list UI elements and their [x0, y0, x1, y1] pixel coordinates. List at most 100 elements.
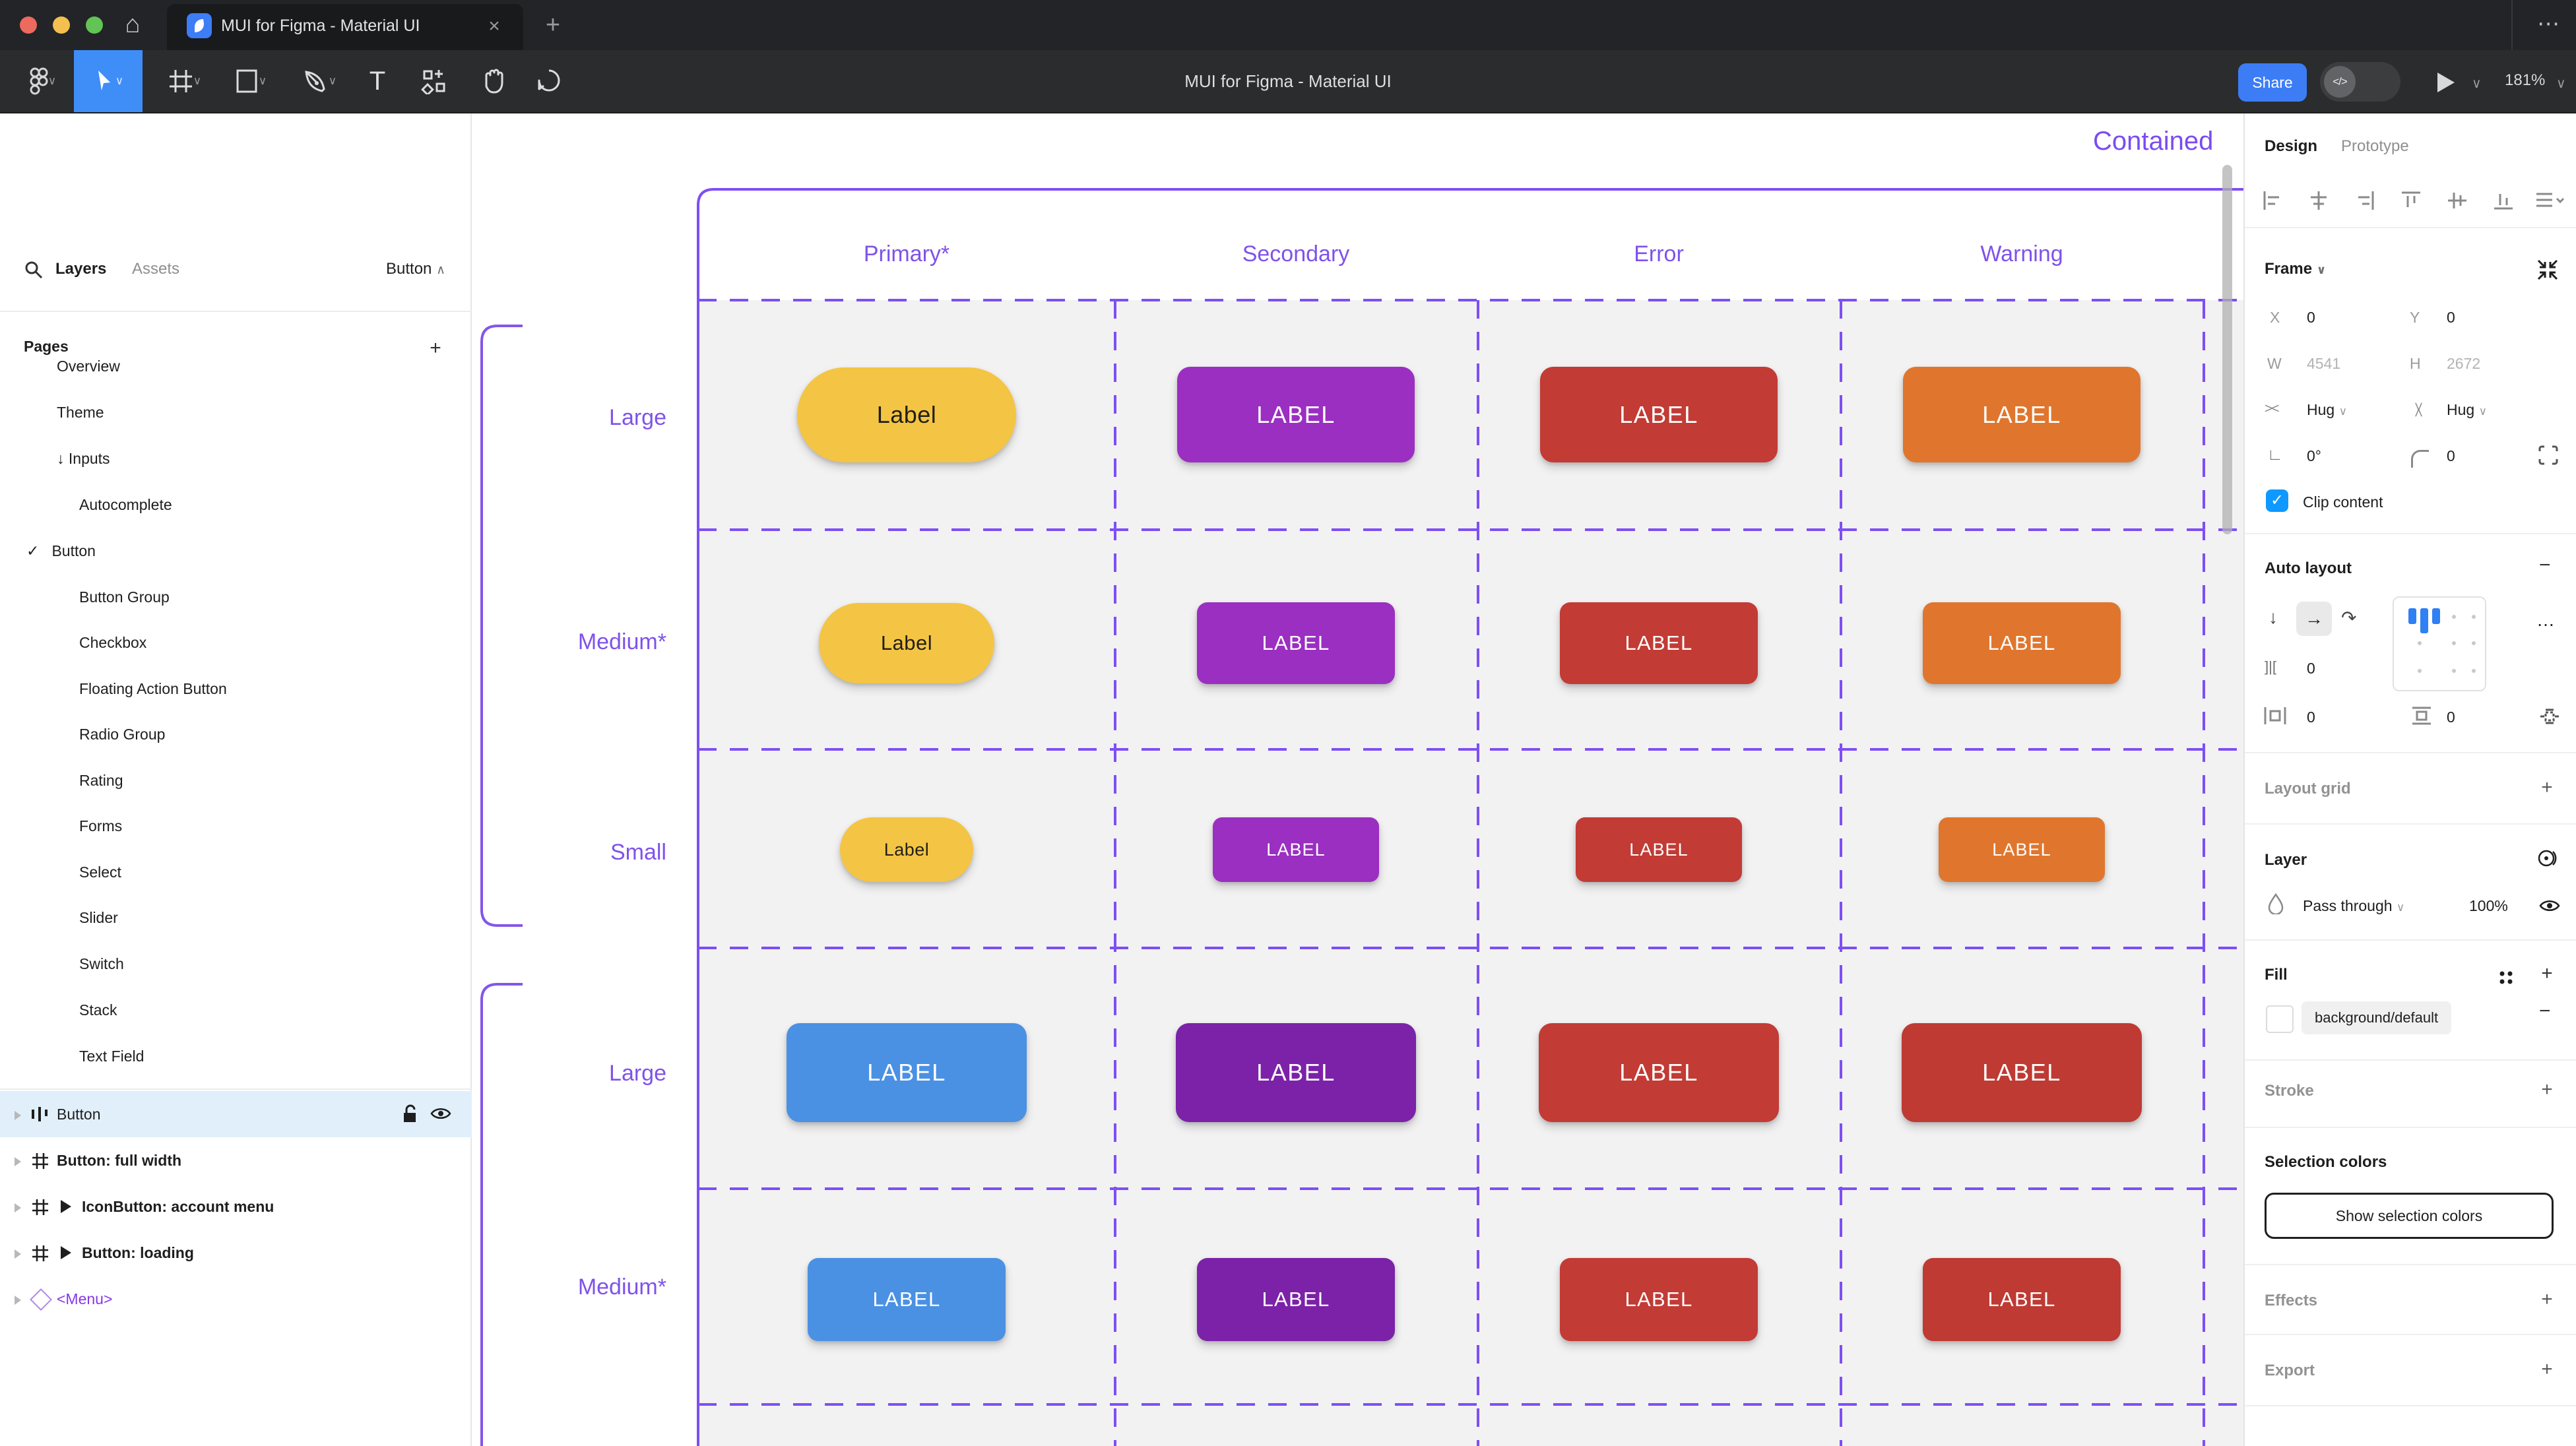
- clip-content-label[interactable]: Clip content: [2303, 493, 2383, 511]
- direction-right-icon[interactable]: →: [2296, 602, 2332, 636]
- fill-styles-icon[interactable]: [2497, 968, 2515, 987]
- page-item-stack[interactable]: Stack: [79, 1001, 117, 1019]
- w-value[interactable]: 4541: [2307, 355, 2341, 372]
- traffic-close-button[interactable]: [20, 16, 37, 34]
- button-sample-large2-secondary[interactable]: LABEL: [1176, 1023, 1416, 1122]
- frame-tool-button[interactable]: ∨: [158, 50, 211, 112]
- clip-content-checkbox[interactable]: ✓: [2266, 489, 2288, 512]
- new-tab-button[interactable]: +: [545, 11, 561, 39]
- button-sample-large-warning[interactable]: LABEL: [1903, 367, 2141, 462]
- gap-value[interactable]: 0: [2307, 660, 2315, 677]
- zoom-level[interactable]: 181%: [2505, 71, 2546, 89]
- present-play-icon[interactable]: [2437, 73, 2455, 92]
- home-icon[interactable]: ⌂: [125, 11, 141, 38]
- page-item-overview[interactable]: Overview: [57, 358, 120, 375]
- page-item-radio-group[interactable]: Radio Group: [79, 726, 166, 743]
- remove-auto-layout-button[interactable]: −: [2539, 554, 2551, 576]
- corner-radius-value[interactable]: 0: [2447, 447, 2455, 464]
- layer-row-menu-instance[interactable]: <Menu>: [0, 1276, 472, 1322]
- page-item-checkbox[interactable]: Checkbox: [79, 634, 147, 651]
- button-sample-small-primary[interactable]: Label: [840, 817, 973, 882]
- canvas-scrollbar[interactable]: [2222, 165, 2232, 534]
- layer-row-button-loading[interactable]: Button: loading: [0, 1230, 472, 1276]
- button-sample-small-error[interactable]: LABEL: [1576, 817, 1742, 882]
- show-selection-colors-button[interactable]: Show selection colors: [2265, 1193, 2554, 1239]
- direction-down-icon[interactable]: ↓: [2269, 607, 2278, 627]
- blend-mode-icon[interactable]: [2536, 847, 2559, 869]
- button-sample-medium-secondary[interactable]: LABEL: [1197, 602, 1395, 684]
- button-sample-medium-error[interactable]: LABEL: [1560, 602, 1758, 684]
- zoom-chevron-icon[interactable]: ∨: [2556, 77, 2566, 91]
- add-export-button[interactable]: +: [2541, 1358, 2553, 1380]
- expand-caret-icon[interactable]: [15, 1111, 21, 1120]
- button-sample-small-warning[interactable]: LABEL: [1939, 817, 2105, 882]
- align-left-icon[interactable]: [2262, 190, 2283, 211]
- independent-corners-icon[interactable]: [2538, 445, 2559, 466]
- add-fill-button[interactable]: +: [2541, 962, 2553, 984]
- traffic-zoom-button[interactable]: [86, 16, 103, 34]
- page-item-fab[interactable]: Floating Action Button: [79, 680, 227, 697]
- horizontal-padding-value[interactable]: 0: [2307, 708, 2315, 726]
- file-title[interactable]: MUI for Figma - Material UI: [1184, 71, 1392, 91]
- independent-padding-icon[interactable]: [2539, 706, 2560, 727]
- auto-layout-more-icon[interactable]: …: [2536, 610, 2556, 630]
- expand-caret-icon[interactable]: [15, 1157, 21, 1166]
- traffic-minimize-button[interactable]: [53, 16, 70, 34]
- button-sample-large-error[interactable]: LABEL: [1540, 367, 1778, 462]
- frame-title[interactable]: Contained: [2093, 127, 2214, 156]
- align-bottom-icon[interactable]: [2493, 190, 2514, 211]
- remove-fill-button[interactable]: −: [2539, 1000, 2551, 1022]
- eye-icon[interactable]: [2539, 897, 2560, 914]
- button-sample-large2-primary[interactable]: LABEL: [787, 1023, 1027, 1122]
- button-sample-medium2-error[interactable]: LABEL: [1560, 1258, 1758, 1341]
- hand-tool-button[interactable]: [470, 50, 517, 112]
- move-tool-button[interactable]: ∨: [74, 50, 143, 112]
- align-top-icon[interactable]: [2400, 190, 2422, 211]
- tab-assets[interactable]: Assets: [132, 260, 180, 278]
- button-sample-large-primary[interactable]: Label: [797, 367, 1016, 462]
- opacity-value[interactable]: 100%: [2469, 897, 2508, 914]
- button-sample-medium-primary[interactable]: Label: [819, 603, 994, 683]
- tab-layers[interactable]: Layers: [55, 260, 107, 278]
- search-icon[interactable]: [24, 260, 44, 280]
- rotation-value[interactable]: 0°: [2307, 447, 2321, 464]
- canvas[interactable]: Contained Primary* Secondary Error Warni…: [472, 113, 2243, 1446]
- button-sample-small-secondary[interactable]: LABEL: [1213, 817, 1379, 882]
- x-value[interactable]: 0: [2307, 309, 2315, 326]
- add-effect-button[interactable]: +: [2541, 1288, 2553, 1310]
- button-sample-large2-warning[interactable]: LABEL: [1902, 1023, 2142, 1122]
- button-sample-medium2-primary[interactable]: LABEL: [808, 1258, 1006, 1341]
- page-item-switch[interactable]: Switch: [79, 955, 124, 972]
- expand-caret-icon[interactable]: [15, 1296, 21, 1305]
- add-stroke-button[interactable]: +: [2541, 1079, 2553, 1100]
- button-sample-large-secondary[interactable]: LABEL: [1177, 367, 1415, 462]
- present-chevron-icon[interactable]: ∨: [2472, 77, 2482, 91]
- page-item-slider[interactable]: Slider: [79, 909, 118, 926]
- share-button[interactable]: Share: [2238, 63, 2307, 102]
- horizontal-sizing[interactable]: Hug ∨: [2307, 401, 2348, 418]
- align-horizontal-center-icon[interactable]: [2308, 190, 2329, 211]
- frame-section-title[interactable]: Frame ∨: [2265, 260, 2327, 278]
- tab-overflow-icon[interactable]: ⋯: [2537, 11, 2561, 36]
- tab-design[interactable]: Design: [2265, 137, 2318, 155]
- tab-prototype[interactable]: Prototype: [2341, 137, 2409, 155]
- expand-caret-icon[interactable]: [15, 1249, 21, 1259]
- collapse-icon[interactable]: [2536, 259, 2559, 281]
- fill-color-swatch[interactable]: [2266, 1005, 2294, 1033]
- main-menu-button[interactable]: ∨: [12, 50, 73, 112]
- page-item-inputs[interactable]: ↓ Inputs: [57, 435, 110, 482]
- layer-row-button[interactable]: Button: [0, 1091, 472, 1137]
- distribute-icon[interactable]: [2535, 190, 2564, 211]
- page-dropdown[interactable]: Button ∧: [386, 260, 445, 278]
- add-page-button[interactable]: +: [430, 337, 441, 359]
- add-layout-grid-button[interactable]: +: [2541, 776, 2553, 798]
- page-item-text-field[interactable]: Text Field: [79, 1048, 145, 1065]
- alignment-matrix[interactable]: [2393, 596, 2486, 691]
- align-vertical-center-icon[interactable]: [2447, 190, 2468, 211]
- unlock-icon[interactable]: [401, 1104, 420, 1124]
- button-sample-medium-warning[interactable]: LABEL: [1923, 602, 2121, 684]
- wrap-icon[interactable]: ↷: [2341, 608, 2357, 628]
- tab-close-icon[interactable]: ×: [488, 15, 500, 37]
- vertical-padding-value[interactable]: 0: [2447, 708, 2455, 726]
- blend-mode-select[interactable]: Pass through ∨: [2303, 897, 2405, 914]
